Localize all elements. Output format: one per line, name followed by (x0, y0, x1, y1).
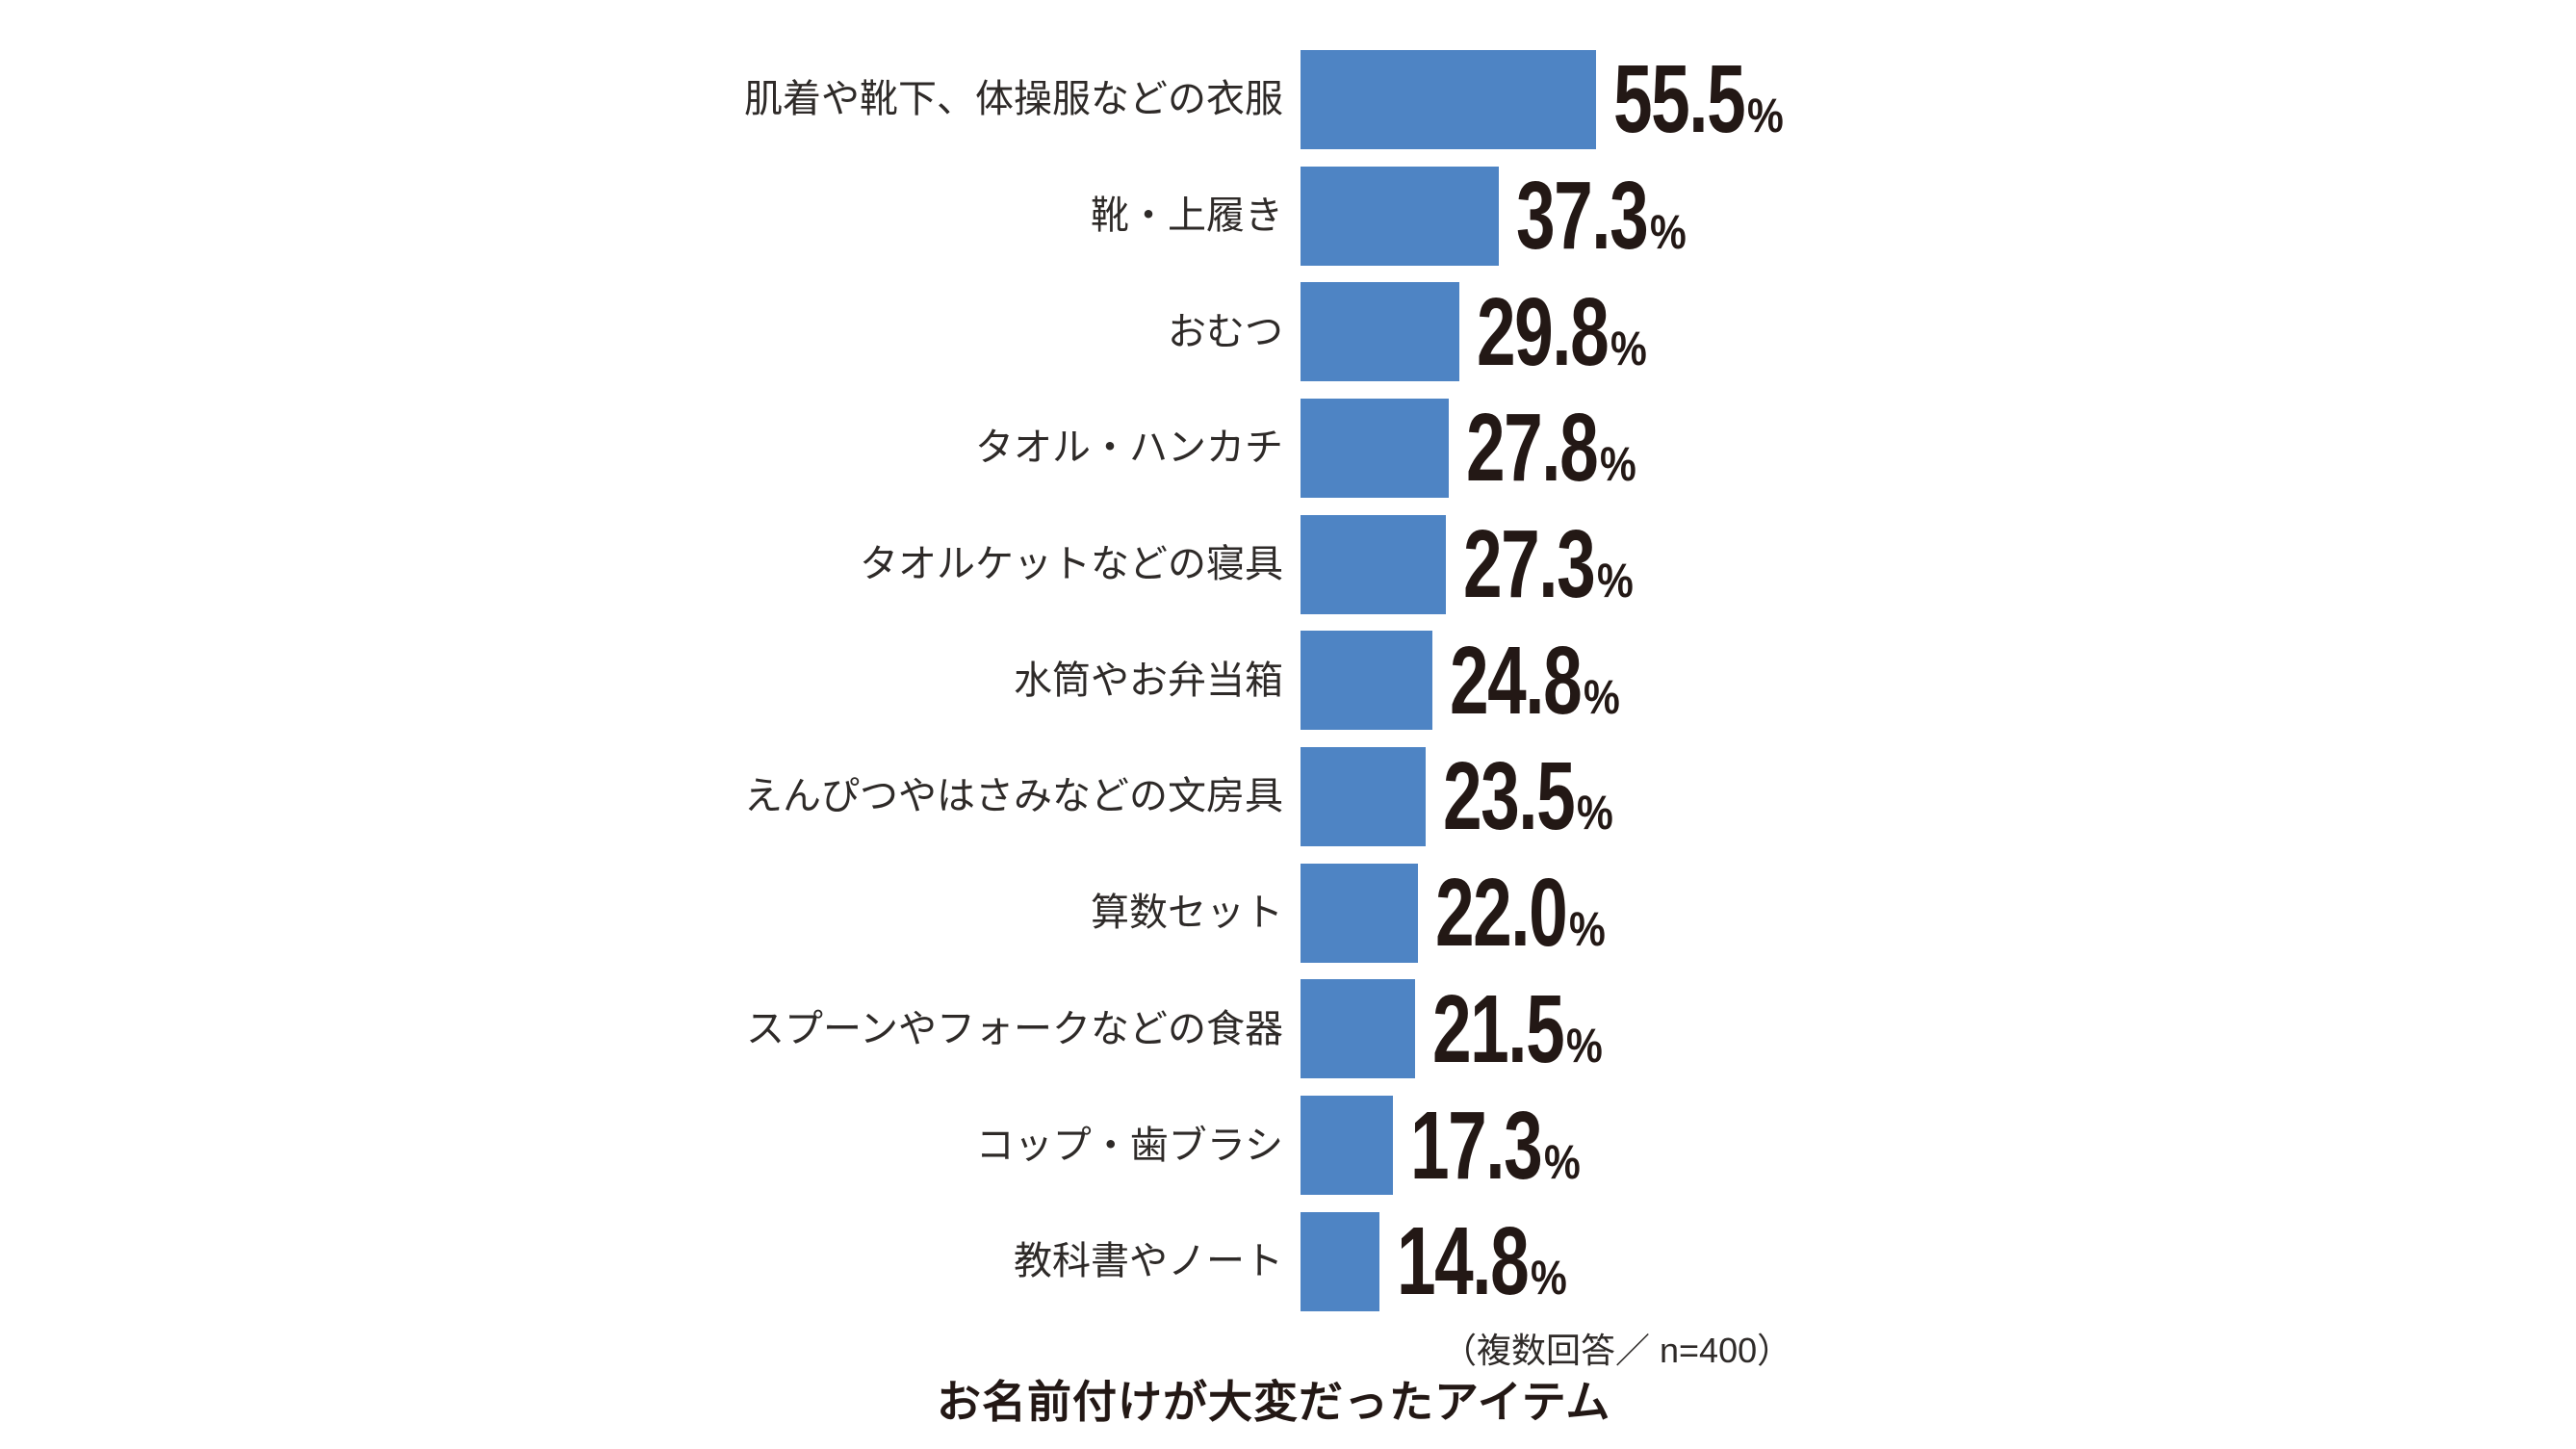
bar-row: おむつ 29.8% (0, 273, 2576, 390)
percent-sign: % (1584, 669, 1621, 724)
percent-sign: % (1543, 1134, 1581, 1189)
category-label: おむつ (1168, 310, 1283, 353)
value-label: 27.8% (1466, 400, 1643, 496)
value-number: 14.8 (1396, 1207, 1530, 1316)
category-label: スプーンやフォークなどの食器 (746, 1007, 1283, 1050)
value-number: 29.8 (1476, 277, 1610, 386)
value-label: 22.0% (1435, 865, 1612, 961)
value-label: 55.5% (1613, 51, 1790, 147)
bar (1301, 631, 1433, 731)
value-number: 55.5 (1613, 45, 1746, 154)
bar (1301, 1096, 1393, 1196)
percent-sign: % (1597, 554, 1634, 608)
bar-row: 肌着や靴下、体操服などの衣服 55.5% (0, 41, 2576, 158)
bar (1301, 282, 1459, 382)
bar-row: えんぴつやはさみなどの文房具 23.5% (0, 738, 2576, 855)
category-label: 靴・上履き (1091, 194, 1283, 238)
bar-row: コップ・歯ブラシ 17.3% (0, 1087, 2576, 1203)
value-number: 23.5 (1443, 742, 1576, 851)
survey-note: （複数回答／ n=400） (1442, 1331, 1792, 1370)
bar (1301, 1211, 1379, 1311)
category-label: タオル・ハンカチ (975, 427, 1283, 470)
percent-sign: % (1747, 89, 1784, 143)
bar (1301, 49, 1597, 149)
bar-row: 靴・上履き 37.3% (0, 158, 2576, 274)
category-label: 水筒やお弁当箱 (1014, 659, 1283, 702)
percent-sign: % (1577, 786, 1613, 841)
bar (1301, 746, 1426, 846)
bar-row: 教科書やノート 14.8% (0, 1203, 2576, 1320)
value-label: 17.3% (1410, 1098, 1587, 1194)
category-label: コップ・歯ブラシ (975, 1124, 1283, 1167)
percent-sign: % (1568, 902, 1606, 957)
value-label: 29.8% (1477, 284, 1654, 380)
category-label: えんぴつやはさみなどの文房具 (744, 775, 1283, 818)
percent-sign: % (1531, 1251, 1567, 1306)
value-label: 23.5% (1443, 748, 1620, 844)
bar (1301, 166, 1500, 266)
value-number: 21.5 (1431, 974, 1565, 1083)
category-label: 肌着や靴下、体操服などの衣服 (744, 78, 1283, 121)
bar (1301, 979, 1415, 1079)
bar-row: タオルケットなどの寝具 27.3% (0, 506, 2576, 623)
percent-sign: % (1610, 321, 1647, 375)
category-label: 算数セット (1091, 892, 1283, 935)
category-label: 教科書やノート (1014, 1240, 1283, 1283)
value-label: 37.3% (1516, 168, 1693, 264)
category-label: タオルケットなどの寝具 (860, 543, 1283, 586)
value-number: 24.8 (1450, 626, 1583, 735)
chart-title: お名前付けが大変だったアイテム (937, 1377, 1611, 1427)
value-number: 37.3 (1516, 162, 1649, 271)
value-label: 27.3% (1463, 516, 1640, 612)
value-number: 22.0 (1434, 859, 1568, 968)
percent-sign: % (1599, 437, 1636, 492)
bar-row: スプーンやフォークなどの食器 21.5% (0, 971, 2576, 1088)
value-label: 21.5% (1432, 981, 1610, 1077)
bar (1301, 514, 1447, 614)
value-number: 27.3 (1463, 510, 1596, 619)
bar (1301, 398, 1449, 498)
percent-sign: % (1566, 1018, 1603, 1073)
bar-rows: 肌着や靴下、体操服などの衣服 55.5% 靴・上履き 37.3% おむつ 29.… (0, 41, 2576, 1320)
value-number: 27.8 (1465, 394, 1599, 503)
percent-sign: % (1650, 205, 1687, 260)
bar-row: タオル・ハンカチ 27.8% (0, 390, 2576, 506)
bar-row: 水筒やお弁当箱 24.8% (0, 622, 2576, 738)
value-number: 17.3 (1409, 1091, 1543, 1200)
bar (1301, 863, 1418, 963)
value-label: 24.8% (1450, 633, 1627, 729)
bar-row: 算数セット 22.0% (0, 855, 2576, 971)
value-label: 14.8% (1397, 1213, 1574, 1309)
